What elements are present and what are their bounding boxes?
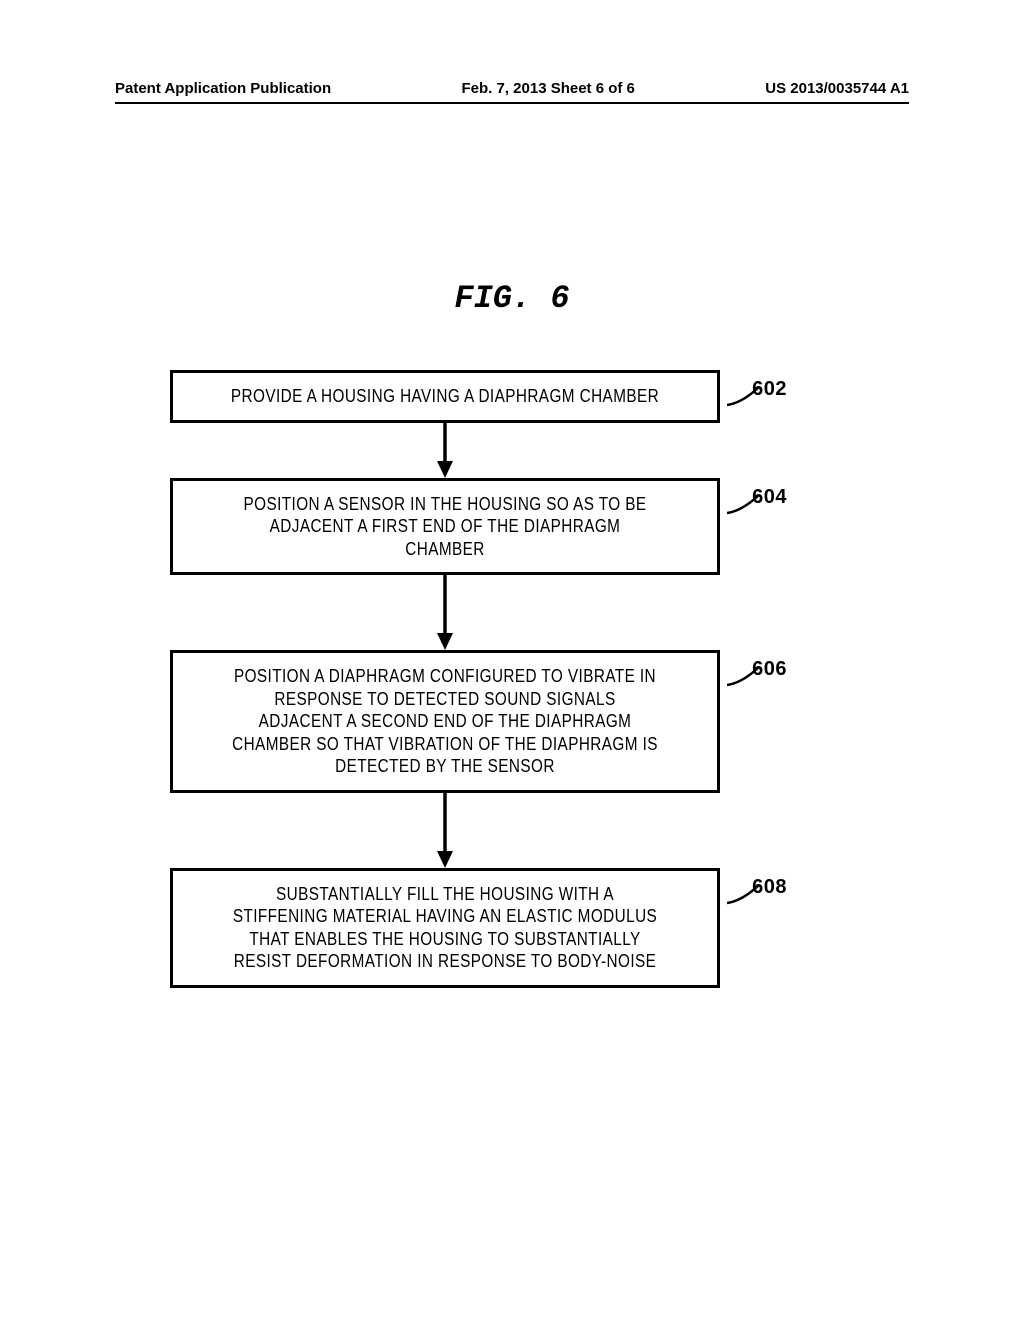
callout-label: 602 bbox=[752, 378, 787, 401]
figure-title: FIG. 6 bbox=[454, 280, 569, 317]
callout-label: 604 bbox=[752, 486, 787, 509]
header-right: US 2013/0035744 A1 bbox=[765, 80, 909, 97]
flow-node-text: SUBSTANTIALLY FILL THE HOUSING WITH A ST… bbox=[231, 883, 659, 973]
callout-label: 606 bbox=[752, 658, 787, 681]
flow-node-text: POSITION A SENSOR IN THE HOUSING SO AS T… bbox=[231, 493, 659, 561]
header-center: Feb. 7, 2013 Sheet 6 of 6 bbox=[461, 80, 634, 97]
flow-node-602: PROVIDE A HOUSING HAVING A DIAPHRAGM CHA… bbox=[170, 370, 720, 423]
header-left: Patent Application Publication bbox=[115, 80, 331, 97]
arrow-container bbox=[170, 793, 720, 868]
page-header: Patent Application Publication Feb. 7, 2… bbox=[0, 80, 1024, 97]
arrow-container bbox=[170, 423, 720, 478]
header-divider bbox=[115, 102, 909, 104]
flow-node-text: PROVIDE A HOUSING HAVING A DIAPHRAGM CHA… bbox=[231, 385, 659, 408]
flow-node-606: POSITION A DIAPHRAGM CONFIGURED TO VIBRA… bbox=[170, 650, 720, 793]
callout-label: 608 bbox=[752, 876, 787, 899]
arrow-down-icon bbox=[435, 575, 455, 650]
arrow-down-icon bbox=[435, 423, 455, 478]
header-row: Patent Application Publication Feb. 7, 2… bbox=[115, 80, 909, 97]
flow-node-text: POSITION A DIAPHRAGM CONFIGURED TO VIBRA… bbox=[231, 665, 659, 778]
arrow-down-icon bbox=[435, 793, 455, 868]
flowchart-container: PROVIDE A HOUSING HAVING A DIAPHRAGM CHA… bbox=[170, 370, 830, 988]
flow-node-608: SUBSTANTIALLY FILL THE HOUSING WITH A ST… bbox=[170, 868, 720, 988]
arrow-container bbox=[170, 575, 720, 650]
flow-node-604: POSITION A SENSOR IN THE HOUSING SO AS T… bbox=[170, 478, 720, 576]
